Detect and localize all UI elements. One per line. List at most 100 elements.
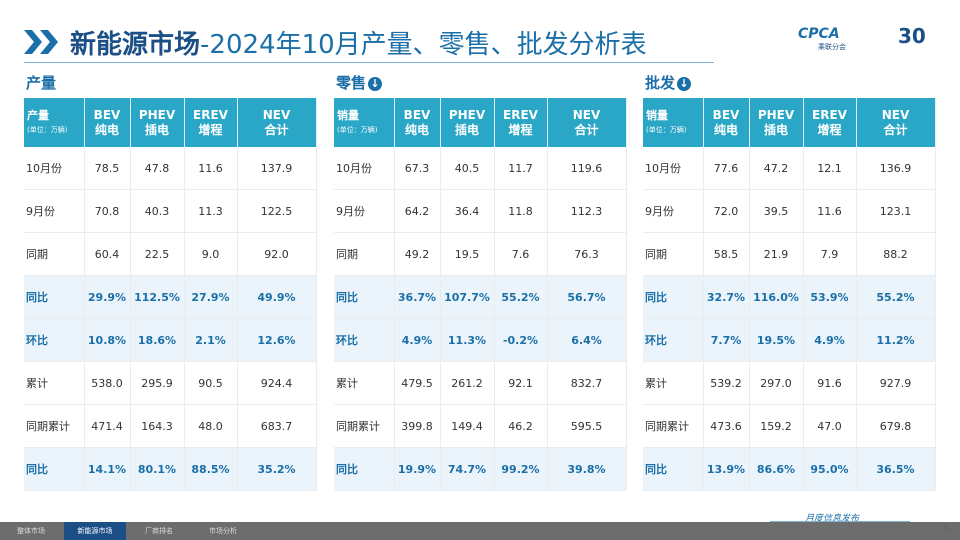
cell: 122.5 <box>237 189 317 233</box>
table-row: 同比 19.9% 74.7% 99.2% 39.8% <box>334 447 627 491</box>
section-label-text: 零售 <box>336 74 367 92</box>
cell: 40.3 <box>130 189 185 233</box>
cell: 47.0 <box>803 404 857 448</box>
cell: 47.2 <box>749 147 804 190</box>
column-code: EREV <box>503 107 538 122</box>
cell: 49.9% <box>237 275 317 319</box>
row-label: 9月份 <box>334 189 395 233</box>
column-name: 增程 <box>198 122 223 137</box>
row-label: 同比 <box>24 275 85 319</box>
cell: 149.4 <box>440 404 495 448</box>
cell: 10.8% <box>84 318 131 362</box>
column-code: BEV <box>93 107 121 122</box>
cell: 927.9 <box>856 361 936 405</box>
row-label: 同比 <box>334 447 395 491</box>
cell: 539.2 <box>703 361 750 405</box>
cell: 13.9% <box>703 447 750 491</box>
table-row: 10月份 78.5 47.8 11.6 137.9 <box>24 147 317 190</box>
column-name: 增程 <box>817 122 842 137</box>
table-row: 环比 7.7% 19.5% 4.9% 11.2% <box>643 318 936 362</box>
corner-cell: 产量 (单位：万辆) <box>24 98 85 147</box>
cell: 12.1 <box>803 147 857 190</box>
cell: 164.3 <box>130 404 185 448</box>
cell: 29.9% <box>84 275 131 319</box>
title-underline <box>24 62 714 63</box>
table-row: 累计 538.0 295.9 90.5 924.4 <box>24 361 317 405</box>
cell: 27.9% <box>184 275 238 319</box>
table-row: 同比 29.9% 112.5% 27.9% 49.9% <box>24 275 317 319</box>
cell: 295.9 <box>130 361 185 405</box>
row-label: 同期累计 <box>334 404 395 448</box>
cell: 49.2 <box>394 232 441 276</box>
row-label: 同比 <box>24 447 85 491</box>
cell: 58.5 <box>703 232 750 276</box>
footer-tab[interactable]: 整体市场 <box>17 527 45 535</box>
cell: 11.6 <box>803 189 857 233</box>
cell: 21.9 <box>749 232 804 276</box>
row-label: 环比 <box>334 318 395 362</box>
row-label: 10月份 <box>24 147 85 190</box>
data-table: 销量 (单位：万辆) BEV 纯电 PHEV 插电 EREV 增程 NEV 合计 10月份 67.3 4… <box>334 98 627 491</box>
cell: 88.5% <box>184 447 238 491</box>
corner-title: 产量 <box>27 108 49 122</box>
table-row: 同期 60.4 22.5 9.0 92.0 <box>24 232 317 276</box>
data-table: 销量 (单位：万辆) BEV 纯电 PHEV 插电 EREV 增程 NEV 合计 10月份 77.6 4… <box>643 98 936 491</box>
cell: 77.6 <box>703 147 750 190</box>
column-name: 纯电 <box>94 122 119 137</box>
column-name: 插电 <box>763 122 788 137</box>
footer-tab[interactable]: 新能源市场 <box>64 522 126 540</box>
column-code: NEV <box>572 107 601 122</box>
cell: 55.2% <box>856 275 936 319</box>
column-header: NEV 合计 <box>856 98 936 147</box>
chevron-icon <box>24 30 58 54</box>
table-row: 累计 539.2 297.0 91.6 927.9 <box>643 361 936 405</box>
cell: 36.5% <box>856 447 936 491</box>
row-label: 同比 <box>334 275 395 319</box>
section-label: 产量 <box>26 72 56 93</box>
column-header: EREV 增程 <box>494 98 548 147</box>
table-row: 累计 479.5 261.2 92.1 832.7 <box>334 361 627 405</box>
header-row: 产量 (单位：万辆) BEV 纯电 PHEV 插电 EREV 增程 NEV 合计 <box>24 98 317 147</box>
footer-tab[interactable]: 厂商排名 <box>145 527 173 535</box>
table-row: 10月份 67.3 40.5 11.7 119.6 <box>334 147 627 190</box>
section-label: 批发 ↓ <box>645 72 692 93</box>
cell: 67.3 <box>394 147 441 190</box>
cell: 55.2% <box>494 275 548 319</box>
column-code: BEV <box>403 107 431 122</box>
cell: 832.7 <box>547 361 627 405</box>
row-label: 累计 <box>334 361 395 405</box>
cell: 76.3 <box>547 232 627 276</box>
cell: 2.1% <box>184 318 238 362</box>
cell: 70.8 <box>84 189 131 233</box>
cell: 88.2 <box>856 232 936 276</box>
cell: 40.5 <box>440 147 495 190</box>
cell: 471.4 <box>84 404 131 448</box>
table-row: 环比 10.8% 18.6% 2.1% 12.6% <box>24 318 317 362</box>
cell: 4.9% <box>394 318 441 362</box>
cell: 99.2% <box>494 447 548 491</box>
cell: 36.4 <box>440 189 495 233</box>
column-header: BEV 纯电 <box>84 98 131 147</box>
row-label: 10月份 <box>643 147 704 190</box>
cell: 4.9% <box>803 318 857 362</box>
footer-tab[interactable]: 市场分析 <box>209 527 237 535</box>
header-row: 销量 (单位：万辆) BEV 纯电 PHEV 插电 EREV 增程 NEV 合计 <box>334 98 627 147</box>
table-row: 环比 4.9% 11.3% -0.2% 6.4% <box>334 318 627 362</box>
cell: 159.2 <box>749 404 804 448</box>
table-row: 同期累计 471.4 164.3 48.0 683.7 <box>24 404 317 448</box>
cell: 92.1 <box>494 361 548 405</box>
corner-unit: (单位：万辆) <box>27 125 68 134</box>
cell: 48.0 <box>184 404 238 448</box>
cell: 7.7% <box>703 318 750 362</box>
row-label: 同比 <box>643 275 704 319</box>
cell: 7.9 <box>803 232 857 276</box>
slogan: 月度信息发布 <box>805 514 860 524</box>
cell: 56.7% <box>547 275 627 319</box>
column-header: BEV 纯电 <box>703 98 750 147</box>
cell: 9.0 <box>184 232 238 276</box>
down-arrow-icon: ↓ <box>677 77 692 91</box>
column-header: NEV 合计 <box>237 98 317 147</box>
cell: 107.7% <box>440 275 495 319</box>
cell: 297.0 <box>749 361 804 405</box>
cell: 35.2% <box>237 447 317 491</box>
